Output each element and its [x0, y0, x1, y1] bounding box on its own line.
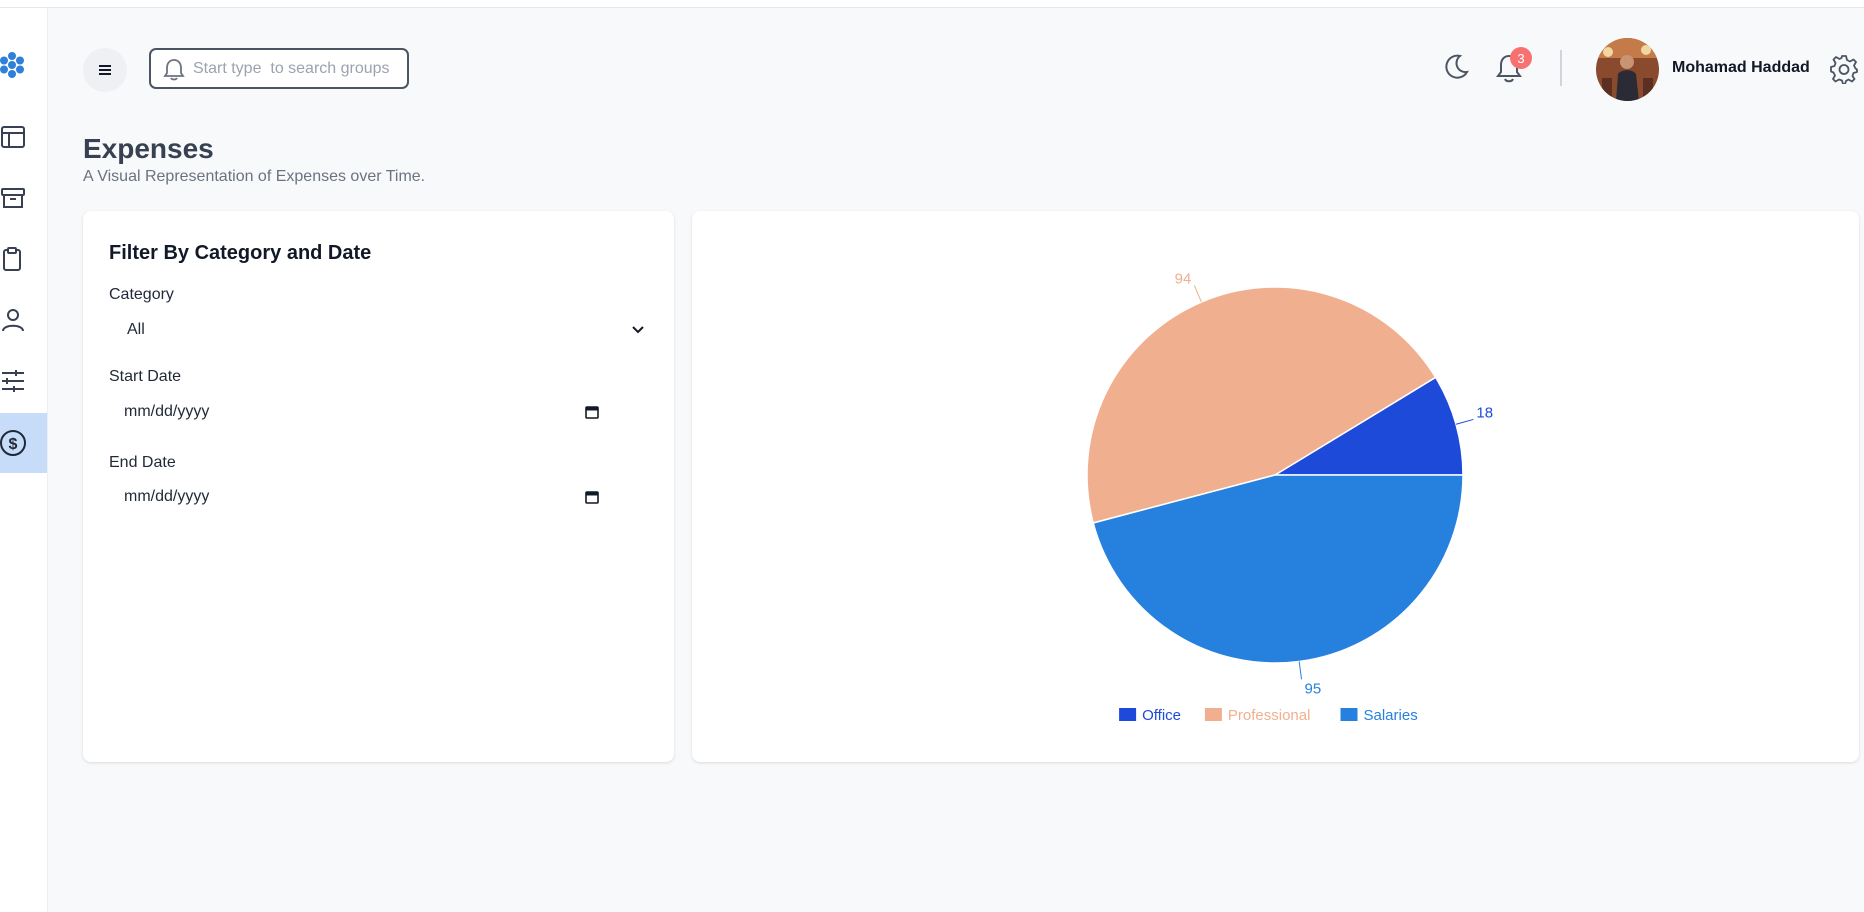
header-divider [1560, 50, 1562, 86]
pie-slice-professional[interactable] [1086, 286, 1437, 524]
calendar-icon[interactable] [585, 405, 599, 419]
pie-data-labels: 18 94 95 [1175, 270, 1493, 697]
sidebar-item-dashboard[interactable] [0, 107, 47, 167]
sidebar-item-clipboard[interactable] [0, 229, 47, 289]
menu-toggle-button[interactable] [83, 48, 127, 92]
window-top-border [0, 0, 1864, 8]
legend-label-office: Office [1142, 707, 1181, 724]
category-label: Category [109, 286, 174, 303]
filter-card: Filter By Category and Date Category All… [83, 211, 674, 762]
start-date-label: Start Date [109, 368, 182, 385]
end-date-input[interactable]: mm/dd/yyyy [109, 482, 609, 512]
data-label-office: 18 [1476, 404, 1493, 421]
page-title: Expenses [83, 133, 214, 164]
archive-box-icon [1, 188, 25, 208]
sliders-icon [2, 370, 24, 392]
gear-icon [1830, 55, 1858, 84]
start-date-value: mm/dd/yyyy [124, 403, 210, 420]
data-label-leader-salaries [1298, 661, 1302, 680]
sidebar-item-archive[interactable] [0, 168, 47, 228]
data-label-leader-office [1455, 418, 1474, 425]
legend-label-professional: Professional [1228, 707, 1311, 724]
start-date-input[interactable]: mm/dd/yyyy [109, 397, 609, 427]
moon-icon [1445, 54, 1469, 79]
avatar-photo-icon [1596, 38, 1659, 101]
svg-text:$: $ [9, 436, 18, 453]
category-selected-value: All [127, 321, 145, 338]
legend-item-office[interactable]: Office [1119, 707, 1181, 724]
user-icon [2, 309, 24, 332]
search-input[interactable] [193, 59, 393, 78]
bell-icon [163, 58, 185, 80]
legend-swatch-salaries [1340, 708, 1358, 721]
sidebar-item-users[interactable] [0, 290, 47, 350]
notification-count-badge: 3 [1510, 47, 1532, 69]
legend-swatch-professional [1204, 708, 1222, 721]
dark-mode-toggle[interactable] [1441, 52, 1471, 82]
end-date-value: mm/dd/yyyy [124, 488, 210, 505]
search-box [149, 48, 409, 89]
data-label-salaries: 95 [1305, 680, 1322, 697]
sidebar-item-settings[interactable] [0, 351, 47, 411]
data-label-leader-professional [1193, 285, 1202, 303]
filter-title: Filter By Category and Date [109, 242, 372, 264]
user-name[interactable]: Mohamad Haddad [1672, 59, 1810, 76]
calendar-icon[interactable] [585, 490, 599, 504]
expenses-pie-chart: 18 94 95 Office Professional Salaries [1086, 270, 1493, 724]
legend-swatch-office [1119, 708, 1137, 721]
legend-item-salaries[interactable]: Salaries [1340, 707, 1418, 724]
sidebar: $ [0, 8, 48, 912]
settings-button[interactable] [1828, 53, 1860, 85]
clipboard-icon [3, 247, 21, 271]
dollar-circle-icon: $ [0, 430, 26, 456]
app-logo[interactable] [0, 48, 28, 82]
legend-item-professional[interactable]: Professional [1204, 707, 1311, 724]
hamburger-icon [99, 65, 111, 75]
chart-legend: Office Professional Salaries [1119, 707, 1418, 724]
sidebar-item-expenses[interactable]: $ [0, 413, 47, 473]
pie-slice-office[interactable] [1272, 376, 1464, 476]
flower-logo-icon [0, 52, 24, 78]
chart-card: 18 94 95 Office Professional Salaries [692, 211, 1859, 762]
legend-label-salaries: Salaries [1364, 707, 1418, 724]
chevron-down-icon [632, 326, 644, 334]
layout-icon [1, 126, 25, 148]
pie-slice-salaries[interactable] [1092, 474, 1464, 664]
user-avatar[interactable] [1596, 38, 1659, 101]
page-subtitle: A Visual Representation of Expenses over… [83, 168, 426, 185]
data-label-professional: 94 [1175, 270, 1192, 287]
end-date-label: End Date [109, 454, 176, 471]
category-select[interactable]: All [109, 315, 649, 345]
pie-slices [1086, 286, 1464, 664]
